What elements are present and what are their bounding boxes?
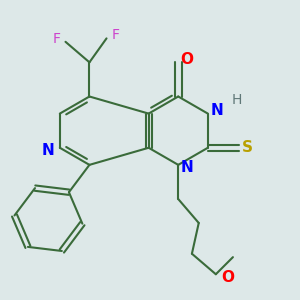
Text: N: N bbox=[42, 143, 54, 158]
Text: N: N bbox=[181, 160, 194, 175]
Text: O: O bbox=[221, 270, 234, 285]
Text: O: O bbox=[181, 52, 194, 67]
Text: N: N bbox=[210, 103, 223, 118]
Text: H: H bbox=[232, 93, 242, 107]
Text: F: F bbox=[52, 32, 61, 46]
Text: S: S bbox=[242, 140, 253, 155]
Text: F: F bbox=[111, 28, 119, 42]
